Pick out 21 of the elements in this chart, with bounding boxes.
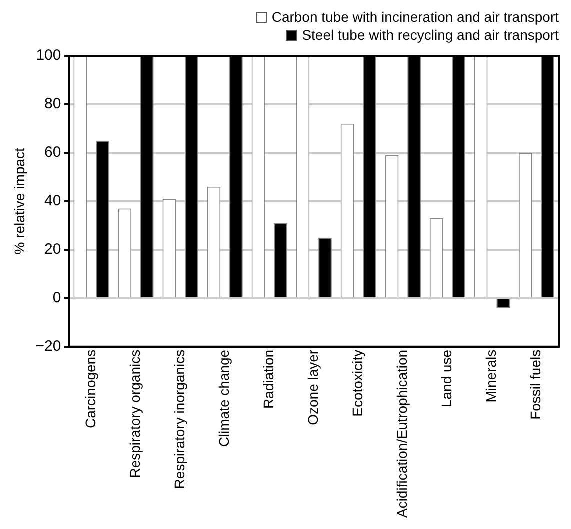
x-tick-label: Fossil fuels [528, 350, 544, 420]
x-tick-label: Minerals [483, 350, 500, 403]
x-tick-label: Respiratory inorganics [171, 350, 188, 490]
x-tick-label: Carcinogens [82, 350, 98, 429]
x-tick-label: Climate change [216, 350, 232, 448]
x-tick-label: Radiation [260, 350, 276, 410]
legend-label: Steel tube with recycling and air transport [302, 26, 559, 44]
y-tick-label: 40 [44, 192, 62, 210]
y-tick-label: 60 [44, 144, 62, 162]
y-tick-label: −20 [36, 338, 62, 356]
y-axis-title: % relative impact [11, 148, 28, 255]
x-tick-label: Ozone layer [304, 350, 321, 426]
x-tick-label: Land use [438, 350, 455, 408]
x-tick-label: Acidification/Eutrophication [394, 350, 410, 518]
y-tick-label: 80 [44, 96, 62, 113]
y-tick-label: 100 [36, 47, 62, 64]
x-tick-label: Respiratory organics [126, 350, 143, 478]
y-tick-label: 0 [52, 290, 62, 307]
text: Carbon tube with incineration and air transport [272, 8, 559, 26]
x-tick-label: Ecotoxicity [350, 350, 366, 417]
y-tick-label: 20 [44, 241, 62, 258]
